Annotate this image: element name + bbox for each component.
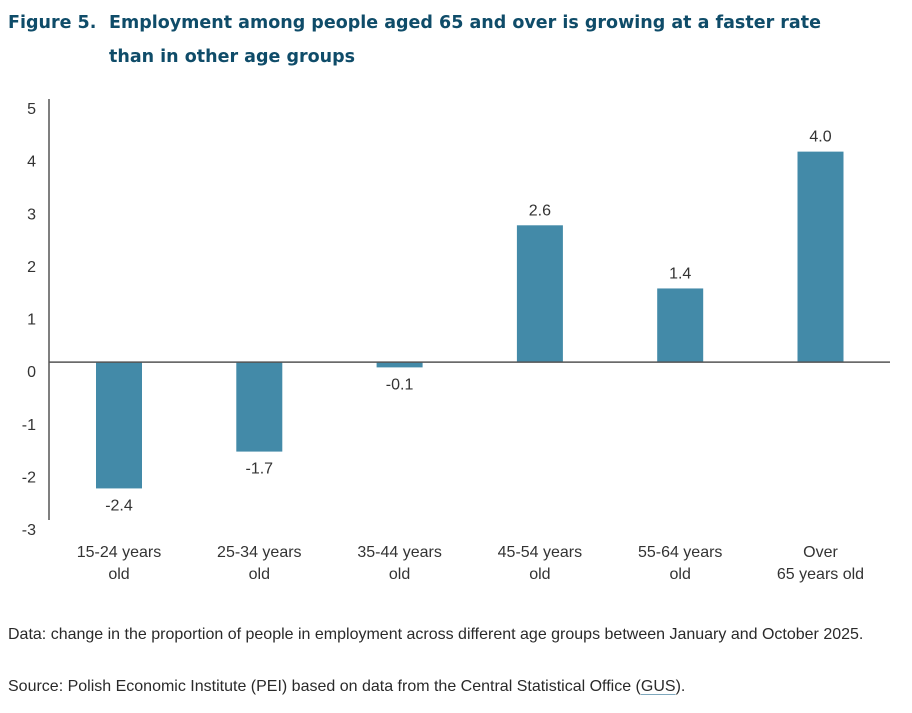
value-label: -1.7 xyxy=(246,461,274,478)
category-label: 55-64 years old xyxy=(638,544,723,583)
category-label-line: old xyxy=(389,566,410,583)
y-axis-tick-labels: 5 4 3 2 1 0 -1 -2 -3 xyxy=(22,101,36,539)
bar xyxy=(376,362,423,368)
category-label-line: 45-54 years xyxy=(498,544,583,561)
category-label: 15-24 years old xyxy=(77,544,162,583)
bar xyxy=(797,151,844,363)
category-label-line: 15-24 years xyxy=(77,544,162,561)
figure-title: Employment among people aged 65 and over… xyxy=(109,13,821,67)
bar-chart: 5 4 3 2 1 0 -1 -2 -3 -2.4 -1.7 -0.1 2.6 1.4 4.0 15-24… xyxy=(22,99,890,583)
category-label-line: 55-64 years xyxy=(638,544,723,561)
bar xyxy=(236,362,283,452)
category-label-line: old xyxy=(249,566,270,583)
y-tick-label: 0 xyxy=(27,364,36,381)
category-label-line: 35-44 years xyxy=(357,544,442,561)
source-prefix: Source: Polish Economic Institute (PEI) … xyxy=(8,678,641,695)
y-tick-label: 3 xyxy=(27,206,36,223)
category-label-line: old xyxy=(529,566,550,583)
bar xyxy=(516,225,563,363)
value-label: -0.1 xyxy=(386,376,414,393)
value-labels: -2.4 -1.7 -0.1 2.6 1.4 4.0 xyxy=(105,129,832,515)
bar xyxy=(96,362,142,489)
gus-link[interactable]: GUS xyxy=(640,678,676,695)
category-label: Over 65 years old xyxy=(777,544,864,583)
category-label-line: Over xyxy=(803,544,838,561)
category-labels: 15-24 years old 25-34 years old 35-44 years o… xyxy=(77,544,864,583)
category-label-line: old xyxy=(108,566,129,583)
y-tick-label: 5 xyxy=(27,101,36,118)
source-note: Source: Polish Economic Institute (PEI) … xyxy=(8,676,908,698)
y-tick-label: 1 xyxy=(27,312,36,329)
category-label-line: old xyxy=(670,566,691,583)
bar xyxy=(657,288,704,363)
data-note: Data: change in the proportion of people… xyxy=(8,626,864,643)
value-label: 1.4 xyxy=(669,265,691,282)
y-tick-label: -1 xyxy=(22,417,36,434)
value-label: -2.4 xyxy=(105,497,133,514)
source-suffix: ). xyxy=(675,678,686,695)
category-label: 25-34 years old xyxy=(217,544,302,583)
category-label: 35-44 years old xyxy=(357,544,442,583)
category-label-line: 25-34 years xyxy=(217,544,302,561)
category-label-line: 65 years old xyxy=(777,566,864,583)
y-tick-label: -3 xyxy=(22,522,36,539)
figure-label: Figure 5. xyxy=(8,13,97,33)
value-label: 4.0 xyxy=(809,129,831,146)
category-label: 45-54 years old xyxy=(498,544,583,583)
y-tick-label: 2 xyxy=(27,259,36,276)
y-tick-label: 4 xyxy=(27,154,36,171)
y-tick-label: -2 xyxy=(22,469,36,486)
value-label: 2.6 xyxy=(529,202,551,219)
bars xyxy=(96,151,844,489)
